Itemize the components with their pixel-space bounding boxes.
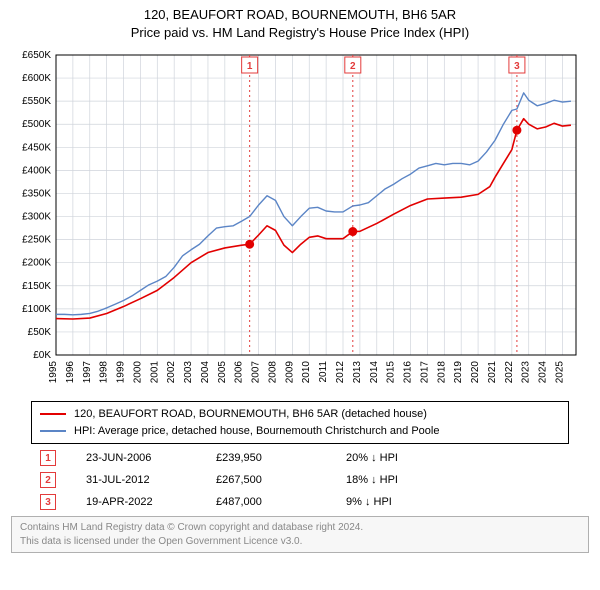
svg-text:£600K: £600K [22, 73, 51, 84]
legend-label-paid: 120, BEAUFORT ROAD, BOURNEMOUTH, BH6 5AR… [74, 406, 427, 423]
svg-text:1999: 1999 [116, 361, 127, 384]
svg-text:1: 1 [247, 61, 253, 72]
chart-area: £0K £50K £100K £150K £200K £250K £300K £350K £40… [10, 45, 590, 395]
svg-text:2007: 2007 [251, 361, 262, 384]
svg-text:2016: 2016 [403, 361, 414, 384]
svg-text:2011: 2011 [318, 361, 329, 383]
svg-text:1995: 1995 [48, 361, 59, 384]
event-delta-1: 20% ↓ HPI [346, 452, 466, 464]
legend: 120, BEAUFORT ROAD, BOURNEMOUTH, BH6 5AR… [31, 401, 569, 444]
svg-text:2023: 2023 [521, 361, 532, 384]
svg-text:2003: 2003 [183, 361, 194, 384]
event-badge-3: 3 [40, 494, 56, 510]
svg-text:2015: 2015 [386, 361, 397, 384]
svg-text:£100K: £100K [22, 304, 51, 315]
disclaimer: Contains HM Land Registry data © Crown c… [11, 516, 589, 553]
legend-label-hpi: HPI: Average price, detached house, Bour… [74, 423, 439, 440]
svg-text:2017: 2017 [419, 361, 430, 384]
svg-text:2008: 2008 [267, 361, 278, 384]
svg-text:£200K: £200K [22, 258, 51, 269]
event-delta-3: 9% ↓ HPI [346, 496, 466, 508]
price-chart: £0K £50K £100K £150K £200K £250K £300K £350K £40… [10, 45, 590, 395]
legend-item-paid: 120, BEAUFORT ROAD, BOURNEMOUTH, BH6 5AR… [40, 406, 560, 423]
svg-text:£400K: £400K [22, 165, 51, 176]
svg-text:1996: 1996 [65, 361, 76, 384]
svg-text:2013: 2013 [352, 361, 363, 384]
legend-swatch-paid [40, 413, 66, 415]
event-date-3: 19-APR-2022 [86, 496, 186, 508]
svg-text:2022: 2022 [504, 361, 515, 384]
svg-text:1998: 1998 [99, 361, 110, 384]
chart-title: 120, BEAUFORT ROAD, BOURNEMOUTH, BH6 5AR… [10, 6, 590, 41]
svg-text:£650K: £650K [22, 50, 51, 61]
svg-text:£500K: £500K [22, 119, 51, 130]
event-badge-1: 1 [40, 450, 56, 466]
svg-text:2: 2 [350, 61, 356, 72]
svg-text:£150K: £150K [22, 281, 51, 292]
legend-item-hpi: HPI: Average price, detached house, Bour… [40, 423, 560, 440]
svg-text:1997: 1997 [82, 361, 93, 384]
svg-text:2024: 2024 [538, 361, 549, 384]
svg-text:£550K: £550K [22, 96, 51, 107]
disclaimer-line2: This data is licensed under the Open Gov… [20, 535, 580, 549]
svg-text:2006: 2006 [234, 361, 245, 384]
svg-text:£0K: £0K [33, 350, 51, 361]
svg-text:2004: 2004 [200, 361, 211, 384]
event-row-2: 2 31-JUL-2012 £267,500 18% ↓ HPI [40, 472, 560, 488]
event-price-2: £267,500 [216, 474, 316, 486]
event-date-2: 31-JUL-2012 [86, 474, 186, 486]
event-date-1: 23-JUN-2006 [86, 452, 186, 464]
svg-text:2000: 2000 [132, 361, 143, 384]
svg-text:£350K: £350K [22, 189, 51, 200]
event-row-1: 1 23-JUN-2006 £239,950 20% ↓ HPI [40, 450, 560, 466]
disclaimer-line1: Contains HM Land Registry data © Crown c… [20, 521, 580, 535]
event-row-3: 3 19-APR-2022 £487,000 9% ↓ HPI [40, 494, 560, 510]
svg-text:2020: 2020 [470, 361, 481, 384]
event-delta-2: 18% ↓ HPI [346, 474, 466, 486]
sale-events: 1 23-JUN-2006 £239,950 20% ↓ HPI 2 31-JU… [40, 450, 560, 510]
event-price-1: £239,950 [216, 452, 316, 464]
legend-swatch-hpi [40, 430, 66, 432]
svg-text:2012: 2012 [335, 361, 346, 384]
svg-text:3: 3 [514, 61, 520, 72]
svg-text:£50K: £50K [28, 327, 52, 338]
event-badge-2: 2 [40, 472, 56, 488]
title-line1: 120, BEAUFORT ROAD, BOURNEMOUTH, BH6 5AR [10, 6, 590, 24]
svg-text:2001: 2001 [149, 361, 160, 384]
svg-text:2002: 2002 [166, 361, 177, 384]
svg-text:£250K: £250K [22, 235, 51, 246]
title-line2: Price paid vs. HM Land Registry's House … [10, 24, 590, 42]
svg-text:2025: 2025 [554, 361, 565, 384]
svg-text:£300K: £300K [22, 212, 51, 223]
event-price-3: £487,000 [216, 496, 316, 508]
svg-text:2018: 2018 [436, 361, 447, 384]
chart-page: 120, BEAUFORT ROAD, BOURNEMOUTH, BH6 5AR… [0, 0, 600, 590]
svg-text:2005: 2005 [217, 361, 228, 384]
svg-text:2010: 2010 [301, 361, 312, 384]
svg-text:2019: 2019 [453, 361, 464, 384]
svg-text:2009: 2009 [284, 361, 295, 384]
svg-text:£450K: £450K [22, 142, 51, 153]
svg-text:2021: 2021 [487, 361, 498, 384]
svg-text:2014: 2014 [369, 361, 380, 384]
